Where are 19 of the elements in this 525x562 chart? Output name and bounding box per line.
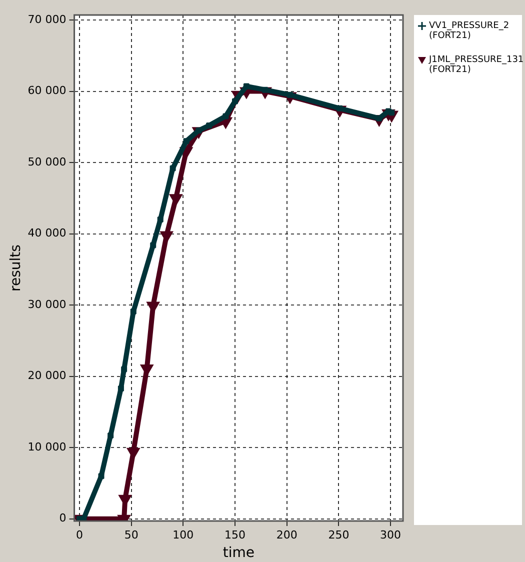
y-tick-label: 50 000 [28, 155, 66, 168]
y-tick-label: 70 000 [28, 12, 66, 26]
y-tick-label: 20 000 [28, 369, 66, 382]
y-tick-label: 60 000 [28, 84, 66, 98]
x-tick-label: 300 [380, 528, 402, 542]
y-tick-label: 30 000 [28, 298, 66, 311]
y-tick-label: 10 000 [28, 440, 66, 454]
x-tick-label: 200 [276, 528, 298, 542]
x-tick-label: 250 [328, 528, 350, 542]
x-tick-label: 0 [76, 528, 83, 542]
y-tick-label: 0 [59, 512, 66, 525]
legend-label: VV1_PRESSURE_2 (FORT21) [429, 21, 510, 41]
y-axis-title: results [8, 244, 24, 292]
x-tick-label: 100 [172, 528, 194, 542]
x-tick-label: 50 [124, 528, 138, 542]
legend-label: J1ML_PRESSURE_131 (FORT21) [429, 55, 524, 75]
y-tick-label: 40 000 [28, 226, 66, 240]
x-tick-label: 150 [224, 528, 246, 542]
x-axis-title: time [222, 545, 254, 562]
